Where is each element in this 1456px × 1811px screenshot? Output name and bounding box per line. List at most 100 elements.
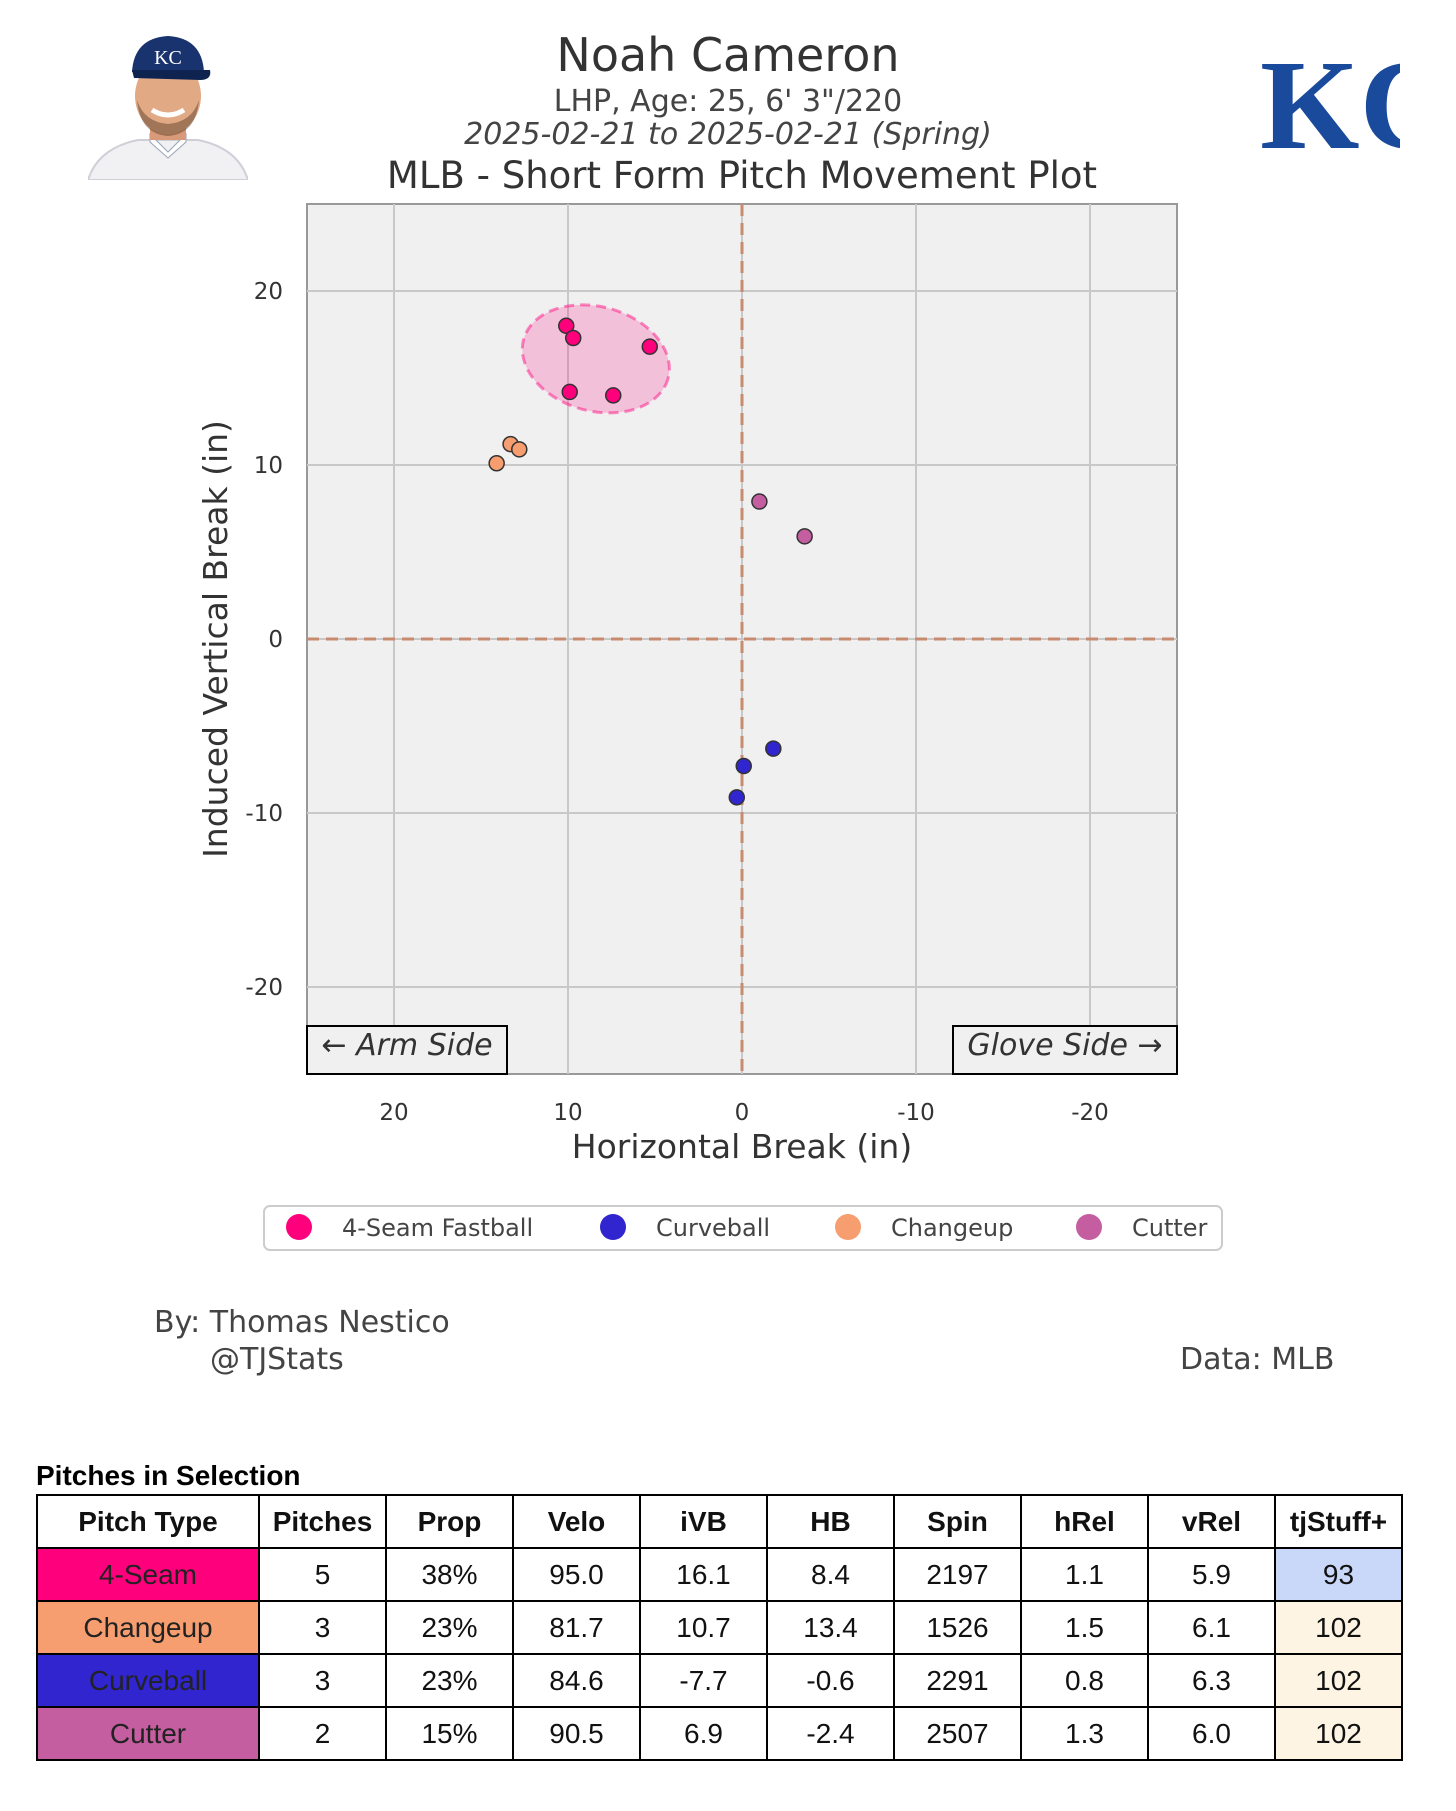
team-logo-text: KC bbox=[1260, 34, 1400, 176]
table-header-cell: Velo bbox=[512, 1494, 641, 1549]
pitch-summary-table: Pitch Type Pitches Prop Velo iVB HB Spin hRel vR… bbox=[36, 1494, 1403, 1761]
table-cell: 16.1 bbox=[639, 1547, 768, 1602]
x-tick-label: -20 bbox=[1071, 1100, 1109, 1126]
table-row: Curveball 3 23% 84.6 -7.7 -0.6 2291 0.8 6.3 102 bbox=[36, 1653, 1403, 1708]
table-cell: 8.4 bbox=[766, 1547, 895, 1602]
table-cell: 1.1 bbox=[1020, 1547, 1149, 1602]
pitch-point bbox=[751, 493, 768, 510]
pitch-point bbox=[488, 455, 505, 472]
chart-title: MLB - Short Form Pitch Movement Plot bbox=[387, 154, 1097, 197]
table-cell: 6.1 bbox=[1147, 1600, 1276, 1655]
tjstuff-cell: 102 bbox=[1274, 1653, 1403, 1708]
table-cell: 23% bbox=[385, 1653, 514, 1708]
table-cell: 90.5 bbox=[512, 1706, 641, 1761]
table-cell: 1.5 bbox=[1020, 1600, 1149, 1655]
table-header-cell: Pitch Type bbox=[36, 1494, 260, 1549]
table-cell: 84.6 bbox=[512, 1653, 641, 1708]
tjstuff-cell: 93 bbox=[1274, 1547, 1403, 1602]
arm-side-label: ← Arm Side bbox=[321, 1028, 492, 1063]
fastball-confidence-ellipse bbox=[520, 303, 671, 415]
table-header-cell: HB bbox=[766, 1494, 895, 1549]
team-logo: KC bbox=[1260, 34, 1400, 176]
pitch-type-cell: Changeup bbox=[36, 1600, 260, 1655]
confidence-ellipse bbox=[520, 303, 671, 415]
player-name: Noah Cameron bbox=[556, 28, 900, 82]
svg-text:KC: KC bbox=[154, 47, 182, 69]
table-cell: 2507 bbox=[893, 1706, 1022, 1761]
table-cell: 23% bbox=[385, 1600, 514, 1655]
y-tick-label: -20 bbox=[245, 975, 283, 1001]
pitch-type-cell: Cutter bbox=[36, 1706, 260, 1761]
pitch-point bbox=[511, 441, 528, 458]
pitch-point bbox=[735, 757, 752, 775]
y-tick-label: 0 bbox=[268, 627, 283, 653]
x-tick-label: 20 bbox=[379, 1100, 408, 1126]
player-headshot: KC bbox=[88, 36, 248, 180]
table-cell: 81.7 bbox=[512, 1600, 641, 1655]
pitch-point bbox=[728, 789, 746, 806]
legend: 4-Seam Fastball Curveball Changeup Cutter bbox=[286, 1214, 1208, 1242]
legend-label: 4-Seam Fastball bbox=[342, 1214, 533, 1242]
tjstuff-cell: 102 bbox=[1274, 1706, 1403, 1761]
table-cell: 6.9 bbox=[639, 1706, 768, 1761]
table-cell: 5 bbox=[258, 1547, 387, 1602]
table-cell: 13.4 bbox=[766, 1600, 895, 1655]
player-info: LHP, Age: 25, 6' 3"/220 bbox=[553, 84, 903, 119]
table-header-cell: vRel bbox=[1147, 1494, 1276, 1549]
x-tick-label: 0 bbox=[735, 1100, 750, 1126]
table-header-cell: Pitches bbox=[258, 1494, 387, 1549]
legend-label: Curveball bbox=[656, 1214, 770, 1242]
table-cell: 10.7 bbox=[639, 1600, 768, 1655]
x-tick-label: -10 bbox=[897, 1100, 935, 1126]
date-range: 2025-02-21 to 2025-02-21 (Spring) bbox=[464, 117, 992, 152]
pitch-type-cell: 4-Seam bbox=[36, 1547, 260, 1602]
y-tick-label: -10 bbox=[245, 801, 283, 827]
table-cell: 1.3 bbox=[1020, 1706, 1149, 1761]
table-header-cell: tjStuff+ bbox=[1274, 1494, 1403, 1549]
table-header-cell: Spin bbox=[893, 1494, 1022, 1549]
arm-side-box bbox=[306, 1025, 508, 1075]
pitch-point bbox=[564, 329, 582, 347]
legend-marker bbox=[600, 1214, 626, 1240]
glove-side-label: Glove Side → bbox=[967, 1028, 1162, 1063]
data-source: Data: MLB bbox=[1180, 1342, 1335, 1377]
pitch-point bbox=[765, 740, 782, 757]
table-cell: 6.0 bbox=[1147, 1706, 1276, 1761]
table-cell: -7.7 bbox=[639, 1653, 768, 1708]
table-cell: 2197 bbox=[893, 1547, 1022, 1602]
table-cell: 3 bbox=[258, 1600, 387, 1655]
legend-marker bbox=[286, 1214, 312, 1240]
table-title: Pitches in Selection bbox=[36, 1460, 301, 1491]
y-tick-label: 10 bbox=[254, 453, 283, 479]
table-cell: 2 bbox=[258, 1706, 387, 1761]
table-cell: 0.8 bbox=[1020, 1653, 1149, 1708]
table-row: Changeup 3 23% 81.7 10.7 13.4 1526 1.5 6.1 102 bbox=[36, 1600, 1403, 1655]
table-cell: 1526 bbox=[893, 1600, 1022, 1655]
y-axis-label: Induced Vertical Break (in) bbox=[196, 420, 235, 858]
data-points bbox=[488, 317, 813, 806]
legend-label: Changeup bbox=[891, 1214, 1013, 1242]
table-cell: 15% bbox=[385, 1706, 514, 1761]
table-header-cell: iVB bbox=[639, 1494, 768, 1549]
pitch-point bbox=[561, 383, 578, 401]
table-row: 4-Seam 5 38% 95.0 16.1 8.4 2197 1.1 5.9 93 bbox=[36, 1547, 1403, 1602]
x-axis-label: Horizontal Break (in) bbox=[572, 1127, 912, 1166]
legend-marker bbox=[1076, 1214, 1102, 1240]
table-row: Cutter 2 15% 90.5 6.9 -2.4 2507 1.3 6.0 102 bbox=[36, 1706, 1403, 1761]
author-handle: @TJStats bbox=[210, 1342, 344, 1377]
legend-box bbox=[263, 1205, 1223, 1251]
y-tick-label: 20 bbox=[254, 279, 283, 305]
table-header-cell: hRel bbox=[1020, 1494, 1149, 1549]
pitch-point bbox=[558, 317, 575, 335]
legend-label: Cutter bbox=[1132, 1214, 1208, 1242]
table-header-cell: Prop bbox=[385, 1494, 514, 1549]
table-cell: -0.6 bbox=[766, 1653, 895, 1708]
table-cell: -2.4 bbox=[766, 1706, 895, 1761]
table-cell: 95.0 bbox=[512, 1547, 641, 1602]
pitch-point bbox=[796, 528, 813, 545]
table-cell: 3 bbox=[258, 1653, 387, 1708]
author-credit: By: Thomas Nestico bbox=[154, 1305, 450, 1340]
zero-reference-lines bbox=[307, 204, 1177, 1074]
tick-labels: 20 10 0 -10 -20 20 10 0 -10 -20 bbox=[245, 279, 1108, 1126]
pitch-point bbox=[641, 338, 659, 355]
